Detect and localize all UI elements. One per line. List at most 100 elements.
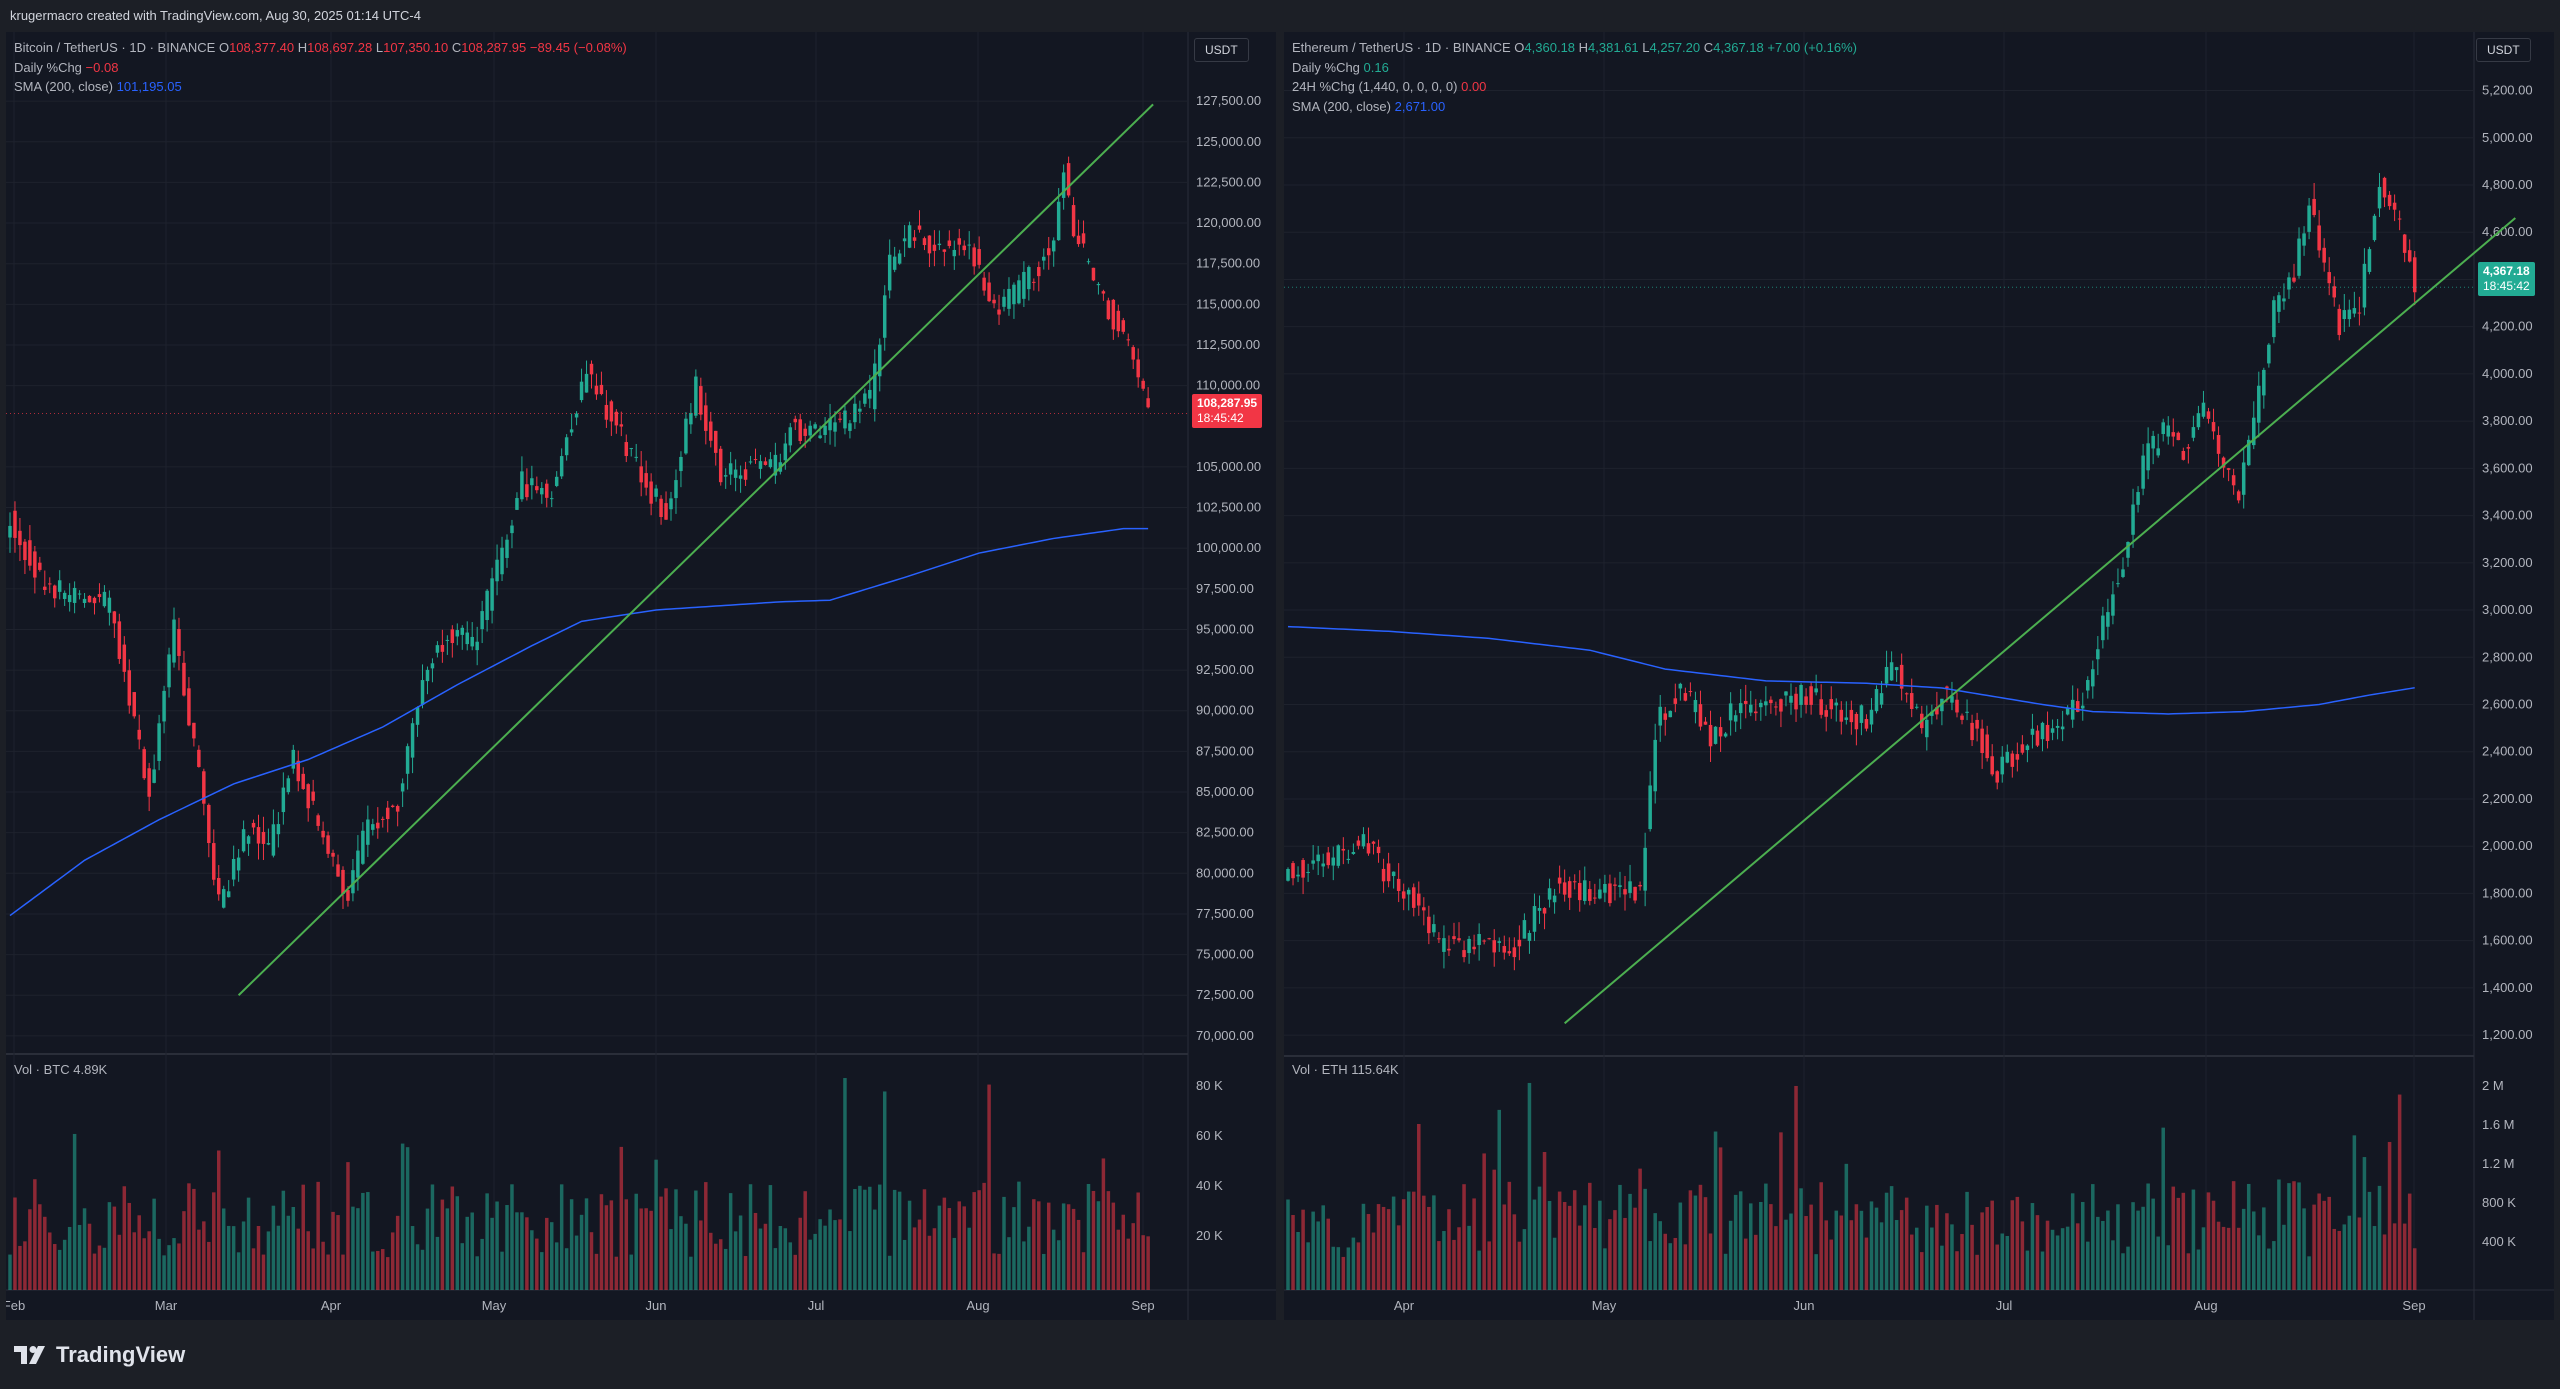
volume-bar bbox=[48, 1232, 52, 1290]
volume-bar bbox=[152, 1198, 156, 1290]
candle-body bbox=[525, 484, 529, 498]
volume-bar bbox=[1789, 1213, 1793, 1290]
volume-bar bbox=[1829, 1239, 1834, 1290]
volume-bar bbox=[997, 1253, 1001, 1290]
btc-chart-svg[interactable]: 127,500.00 125,000.00 122,500.00 120,000.00… bbox=[6, 32, 1276, 1320]
volume-bar bbox=[192, 1188, 196, 1290]
candle-body bbox=[1381, 868, 1386, 882]
candle-body bbox=[1658, 706, 1662, 726]
candle-body bbox=[2272, 300, 2276, 338]
btc-symbol[interactable]: Bitcoin / TetherUS · 1D · BINANCE bbox=[14, 40, 216, 55]
btc-chart-panel[interactable]: 127,500.00 125,000.00 122,500.00 120,000.00… bbox=[6, 32, 1276, 1320]
volume-bar bbox=[2030, 1203, 2035, 1290]
candle-body bbox=[1116, 310, 1121, 332]
candle-body bbox=[1618, 885, 1622, 888]
candle-body bbox=[1051, 240, 1056, 252]
btc-countdown: 18:45:42 bbox=[1197, 411, 1244, 425]
volume-bar bbox=[1447, 1209, 1451, 1290]
candle-body bbox=[57, 580, 62, 592]
volume-bar bbox=[266, 1231, 271, 1290]
candle-body bbox=[87, 595, 92, 603]
volume-bar bbox=[480, 1238, 484, 1290]
volume-bar bbox=[868, 1186, 872, 1290]
volume-bar bbox=[410, 1226, 415, 1290]
candle-body bbox=[1351, 851, 1356, 854]
price-tick-label: 4,800.00 bbox=[2482, 177, 2533, 192]
eth-sma-label[interactable]: SMA (200, close) bbox=[1292, 98, 1391, 114]
candle-body bbox=[1718, 727, 1723, 737]
candle-body bbox=[1854, 713, 1859, 730]
btc-currency-button[interactable]: USDT bbox=[1194, 38, 1249, 62]
volume-bar bbox=[1623, 1217, 1627, 1290]
btc-ind1-label[interactable]: Daily %Chg bbox=[14, 59, 82, 75]
candle-body bbox=[2322, 247, 2326, 263]
sma-200-line bbox=[9, 527, 1149, 917]
eth-vol-label[interactable]: Vol · ETH bbox=[1292, 1062, 1348, 1077]
volume-bar bbox=[2181, 1192, 2186, 1290]
candle-body bbox=[1037, 267, 1041, 277]
eth-symbol[interactable]: Ethereum / TetherUS · 1D · BINANCE bbox=[1292, 40, 1511, 55]
volume-bar bbox=[38, 1204, 42, 1290]
volume-bar bbox=[1061, 1203, 1066, 1290]
candle-body bbox=[1769, 699, 1773, 704]
candle-body bbox=[1422, 907, 1426, 911]
candle-body bbox=[1096, 284, 1101, 286]
volume-bar bbox=[2080, 1201, 2085, 1290]
volume-bar bbox=[92, 1253, 97, 1290]
volume-bar bbox=[778, 1225, 783, 1290]
eth-currency-button[interactable]: USDT bbox=[2476, 38, 2531, 62]
candle-body bbox=[873, 363, 877, 410]
candle-body bbox=[748, 461, 753, 463]
volume-bar bbox=[2317, 1193, 2321, 1290]
eth-chart-panel[interactable]: 5,200.005,000.004,800.004,600.004,400.00… bbox=[1284, 32, 2554, 1320]
candle-body bbox=[510, 525, 514, 534]
volume-bar bbox=[684, 1223, 688, 1290]
volume-bar bbox=[1819, 1182, 1823, 1290]
candle-body bbox=[331, 852, 335, 857]
candle-body bbox=[256, 827, 261, 844]
volume-bar bbox=[2121, 1253, 2125, 1290]
volume-bar bbox=[1567, 1205, 1572, 1290]
candle-body bbox=[1032, 281, 1036, 283]
volume-bar bbox=[2040, 1251, 2045, 1290]
candle-body bbox=[2327, 272, 2331, 284]
candle-body bbox=[1477, 934, 1481, 946]
volume-bar bbox=[808, 1239, 812, 1290]
volume-bar bbox=[1930, 1227, 1934, 1290]
volume-bar bbox=[1361, 1203, 1366, 1290]
volume-bar bbox=[197, 1229, 201, 1290]
candle-body bbox=[2277, 295, 2281, 312]
btc-vol-label[interactable]: Vol · BTC bbox=[14, 1062, 70, 1077]
candle-body bbox=[793, 418, 797, 423]
candle-body bbox=[2206, 411, 2211, 419]
candle-body bbox=[2161, 422, 2165, 435]
candle-body bbox=[549, 498, 554, 500]
btc-sma-label[interactable]: SMA (200, close) bbox=[14, 79, 113, 94]
eth-ind1-label[interactable]: Daily %Chg bbox=[1292, 59, 1360, 75]
candle-body bbox=[1683, 693, 1688, 701]
eth-chart-svg[interactable]: 5,200.005,000.004,800.004,600.004,400.00… bbox=[1284, 32, 2554, 1320]
volume-bar bbox=[515, 1212, 519, 1290]
eth-ind2-label[interactable]: 24H %Chg (1,440, 0, 0, 0, 0) bbox=[1292, 79, 1458, 94]
volume-bar bbox=[584, 1198, 589, 1290]
volume-bar bbox=[1824, 1220, 1828, 1290]
candle-body bbox=[743, 469, 748, 480]
candle-body bbox=[152, 769, 156, 783]
candle-body bbox=[385, 807, 390, 820]
volume-bar bbox=[276, 1225, 281, 1290]
candle-body bbox=[629, 448, 633, 450]
volume-bar bbox=[1633, 1207, 1637, 1290]
candle-body bbox=[947, 240, 952, 246]
candle-body bbox=[1136, 359, 1140, 378]
volume-bar bbox=[1296, 1231, 1300, 1290]
tradingview-logo[interactable]: TradingView bbox=[14, 1342, 185, 1368]
candle-body bbox=[1447, 948, 1451, 951]
candle-body bbox=[1799, 685, 1803, 705]
candle-body bbox=[1728, 703, 1733, 721]
price-tick-label: 77,500.00 bbox=[1196, 906, 1254, 921]
volume-bar bbox=[1417, 1124, 1421, 1290]
candle-body bbox=[2151, 435, 2155, 449]
candle-body bbox=[1341, 848, 1346, 851]
volume-bar bbox=[1051, 1229, 1056, 1290]
candle-body bbox=[783, 443, 788, 461]
